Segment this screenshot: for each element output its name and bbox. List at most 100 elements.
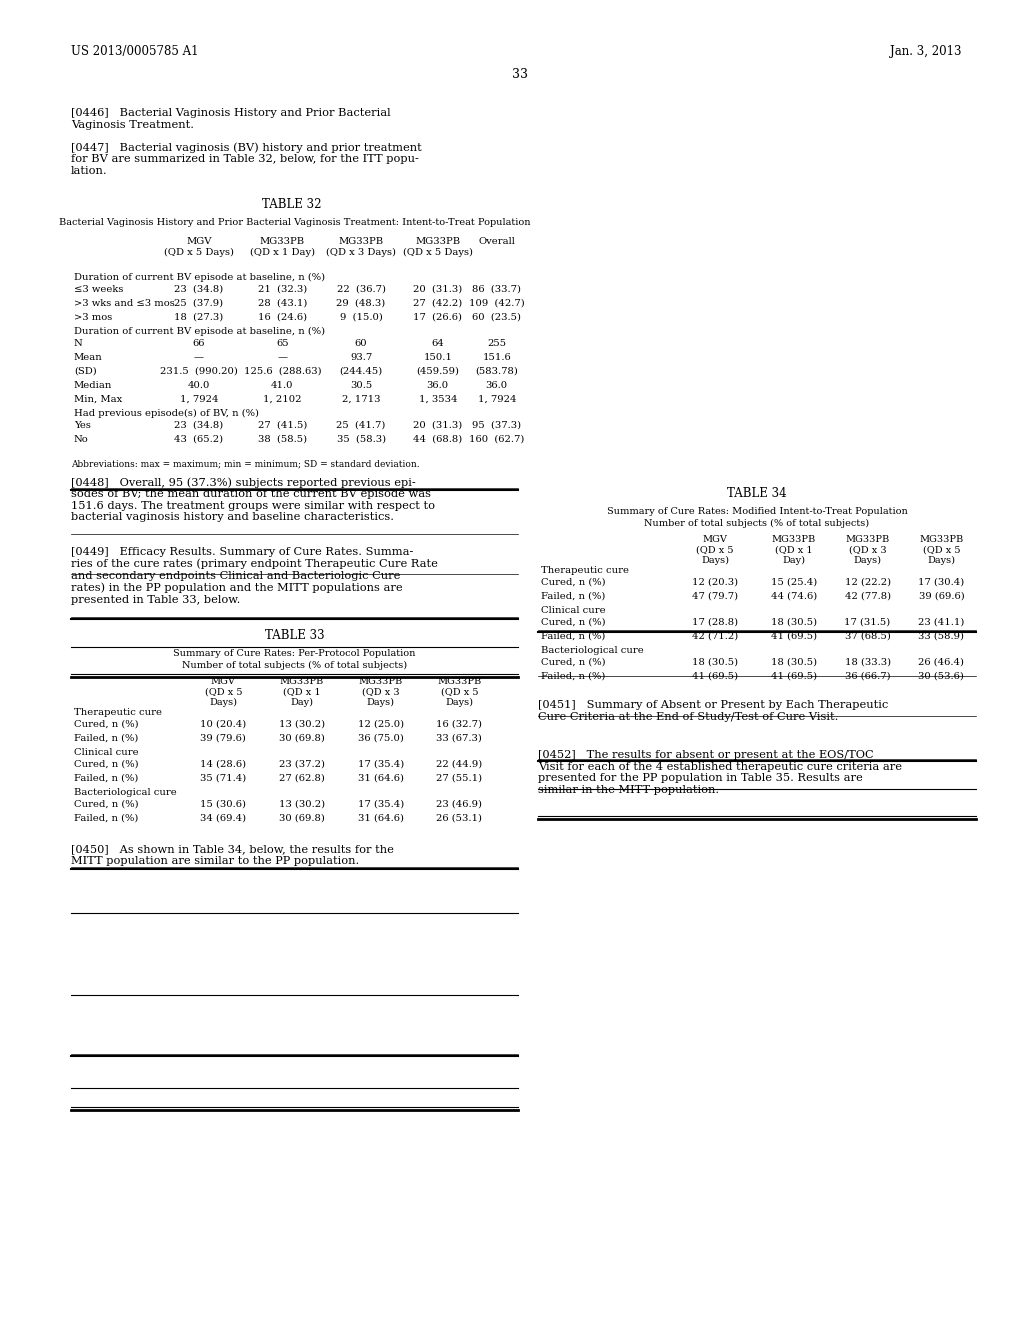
Text: 12 (22.2): 12 (22.2) — [845, 578, 891, 587]
Text: 47 (79.7): 47 (79.7) — [692, 591, 738, 601]
Text: 29  (48.3): 29 (48.3) — [337, 300, 386, 308]
Text: Min, Max: Min, Max — [74, 395, 122, 404]
Text: MG33PB
(QD x 1 Day): MG33PB (QD x 1 Day) — [250, 238, 315, 256]
Text: Cured, n (%): Cured, n (%) — [74, 760, 138, 770]
Text: Failed, n (%): Failed, n (%) — [541, 672, 605, 681]
Text: [0452]   The results for absent or present at the EOS/TOC
Visit for each of the : [0452] The results for absent or present… — [538, 750, 902, 795]
Text: 125.6  (288.63): 125.6 (288.63) — [244, 367, 322, 376]
Text: 60  (23.5): 60 (23.5) — [472, 313, 521, 322]
Text: 35  (58.3): 35 (58.3) — [337, 436, 386, 444]
Text: 20  (31.3): 20 (31.3) — [413, 285, 463, 294]
Text: 1, 2102: 1, 2102 — [263, 395, 302, 404]
Text: MG33PB
(QD x 5 Days): MG33PB (QD x 5 Days) — [402, 238, 473, 256]
Text: 30 (69.8): 30 (69.8) — [280, 814, 325, 822]
Text: Abbreviations: max = maximum; min = minimum; SD = standard deviation.: Abbreviations: max = maximum; min = mini… — [71, 459, 420, 469]
Text: 17 (31.5): 17 (31.5) — [845, 618, 891, 627]
Text: No: No — [74, 436, 89, 444]
Text: 43  (65.2): 43 (65.2) — [174, 436, 223, 444]
Text: 22  (36.7): 22 (36.7) — [337, 285, 386, 294]
Text: ≤3 weeks: ≤3 weeks — [74, 285, 123, 294]
Text: [0449]   Efficacy Results. Summary of Cure Rates. Summa-
ries of the cure rates : [0449] Efficacy Results. Summary of Cure… — [71, 546, 438, 605]
Text: 9  (15.0): 9 (15.0) — [340, 313, 383, 322]
Text: 95  (37.3): 95 (37.3) — [472, 421, 521, 430]
Text: Cured, n (%): Cured, n (%) — [74, 800, 138, 809]
Text: 28  (43.1): 28 (43.1) — [258, 300, 307, 308]
Text: Clinical cure: Clinical cure — [74, 748, 138, 756]
Text: 10 (20.4): 10 (20.4) — [201, 719, 247, 729]
Text: 17  (26.6): 17 (26.6) — [414, 313, 462, 322]
Text: Had previous episode(s) of BV, n (%): Had previous episode(s) of BV, n (%) — [74, 409, 259, 418]
Text: 31 (64.6): 31 (64.6) — [357, 814, 403, 822]
Text: MGV
(QD x 5
Days): MGV (QD x 5 Days) — [205, 677, 242, 708]
Text: 44 (74.6): 44 (74.6) — [771, 591, 817, 601]
Text: 86  (33.7): 86 (33.7) — [472, 285, 521, 294]
Text: [0448]   Overall, 95 (37.3%) subjects reported previous epi-
sodes of BV; the me: [0448] Overall, 95 (37.3%) subjects repo… — [71, 477, 435, 523]
Text: 18 (30.5): 18 (30.5) — [771, 657, 817, 667]
Text: 23  (34.8): 23 (34.8) — [174, 285, 223, 294]
Text: MGV
(QD x 5 Days): MGV (QD x 5 Days) — [164, 238, 233, 256]
Text: 27  (42.2): 27 (42.2) — [413, 300, 463, 308]
Text: MG33PB
(QD x 1
Day): MG33PB (QD x 1 Day) — [280, 677, 325, 708]
Text: 18 (33.3): 18 (33.3) — [845, 657, 891, 667]
Text: 17 (30.4): 17 (30.4) — [919, 578, 965, 587]
Text: 27 (62.8): 27 (62.8) — [280, 774, 325, 783]
Text: 16  (24.6): 16 (24.6) — [258, 313, 307, 322]
Text: 41 (69.5): 41 (69.5) — [771, 672, 817, 681]
Text: Failed, n (%): Failed, n (%) — [541, 632, 605, 642]
Text: Therapeutic cure: Therapeutic cure — [541, 566, 629, 576]
Text: Median: Median — [74, 381, 113, 389]
Text: 36.0: 36.0 — [427, 381, 449, 389]
Text: 30.5: 30.5 — [350, 381, 372, 389]
Text: TABLE 33: TABLE 33 — [265, 630, 325, 642]
Text: MG33PB
(QD x 3
Days): MG33PB (QD x 3 Days) — [846, 535, 890, 565]
Text: 41 (69.5): 41 (69.5) — [692, 672, 738, 681]
Text: (SD): (SD) — [74, 367, 96, 376]
Text: 151.6: 151.6 — [482, 352, 511, 362]
Text: >3 wks and ≤3 mos: >3 wks and ≤3 mos — [74, 300, 175, 308]
Text: 33 (67.3): 33 (67.3) — [436, 734, 482, 743]
Text: Clinical cure: Clinical cure — [541, 606, 605, 615]
Text: 37 (68.5): 37 (68.5) — [845, 632, 891, 642]
Text: 13 (30.2): 13 (30.2) — [279, 800, 325, 809]
Text: 23 (41.1): 23 (41.1) — [919, 618, 965, 627]
Text: 1, 7924: 1, 7924 — [477, 395, 516, 404]
Text: 65: 65 — [276, 339, 289, 348]
Text: >3 mos: >3 mos — [74, 313, 112, 322]
Text: 44  (68.8): 44 (68.8) — [413, 436, 463, 444]
Text: 66: 66 — [193, 339, 205, 348]
Text: Yes: Yes — [74, 421, 91, 430]
Text: 160  (62.7): 160 (62.7) — [469, 436, 524, 444]
Text: Failed, n (%): Failed, n (%) — [74, 734, 138, 743]
Text: TABLE 32: TABLE 32 — [262, 198, 322, 211]
Text: 30 (69.8): 30 (69.8) — [280, 734, 325, 743]
Text: 41 (69.5): 41 (69.5) — [771, 632, 817, 642]
Text: MG33PB
(QD x 1
Day): MG33PB (QD x 1 Day) — [772, 535, 816, 565]
Text: Bacterial Vaginosis History and Prior Bacterial Vaginosis Treatment: Intent-to-T: Bacterial Vaginosis History and Prior Ba… — [59, 218, 530, 227]
Text: 38  (58.5): 38 (58.5) — [258, 436, 307, 444]
Text: 34 (69.4): 34 (69.4) — [201, 814, 247, 822]
Text: [0451]   Summary of Absent or Present by Each Therapeutic
Cure Criteria at the E: [0451] Summary of Absent or Present by E… — [538, 700, 889, 722]
Text: Bacteriological cure: Bacteriological cure — [541, 645, 644, 655]
Text: 2, 1713: 2, 1713 — [342, 395, 380, 404]
Text: Overall: Overall — [478, 238, 515, 246]
Text: 109  (42.7): 109 (42.7) — [469, 300, 524, 308]
Text: Cured, n (%): Cured, n (%) — [541, 618, 605, 627]
Text: MGV
(QD x 5
Days): MGV (QD x 5 Days) — [696, 535, 734, 565]
Text: —: — — [278, 352, 288, 362]
Text: Number of total subjects (% of total subjects): Number of total subjects (% of total sub… — [182, 661, 408, 671]
Text: 22 (44.9): 22 (44.9) — [436, 760, 482, 770]
Text: 14 (28.6): 14 (28.6) — [201, 760, 247, 770]
Text: MG33PB
(QD x 3 Days): MG33PB (QD x 3 Days) — [326, 238, 396, 256]
Text: 27  (41.5): 27 (41.5) — [258, 421, 307, 430]
Text: 17 (35.4): 17 (35.4) — [357, 800, 403, 809]
Text: 15 (30.6): 15 (30.6) — [201, 800, 247, 809]
Text: 26 (46.4): 26 (46.4) — [919, 657, 965, 667]
Text: Mean: Mean — [74, 352, 102, 362]
Text: 13 (30.2): 13 (30.2) — [279, 719, 325, 729]
Text: 26 (53.1): 26 (53.1) — [436, 814, 482, 822]
Text: 25  (37.9): 25 (37.9) — [174, 300, 223, 308]
Text: Failed, n (%): Failed, n (%) — [74, 814, 138, 822]
Text: 12 (20.3): 12 (20.3) — [692, 578, 738, 587]
Text: 20  (31.3): 20 (31.3) — [413, 421, 463, 430]
Text: Summary of Cure Rates: Per-Protocol Population: Summary of Cure Rates: Per-Protocol Popu… — [173, 649, 416, 657]
